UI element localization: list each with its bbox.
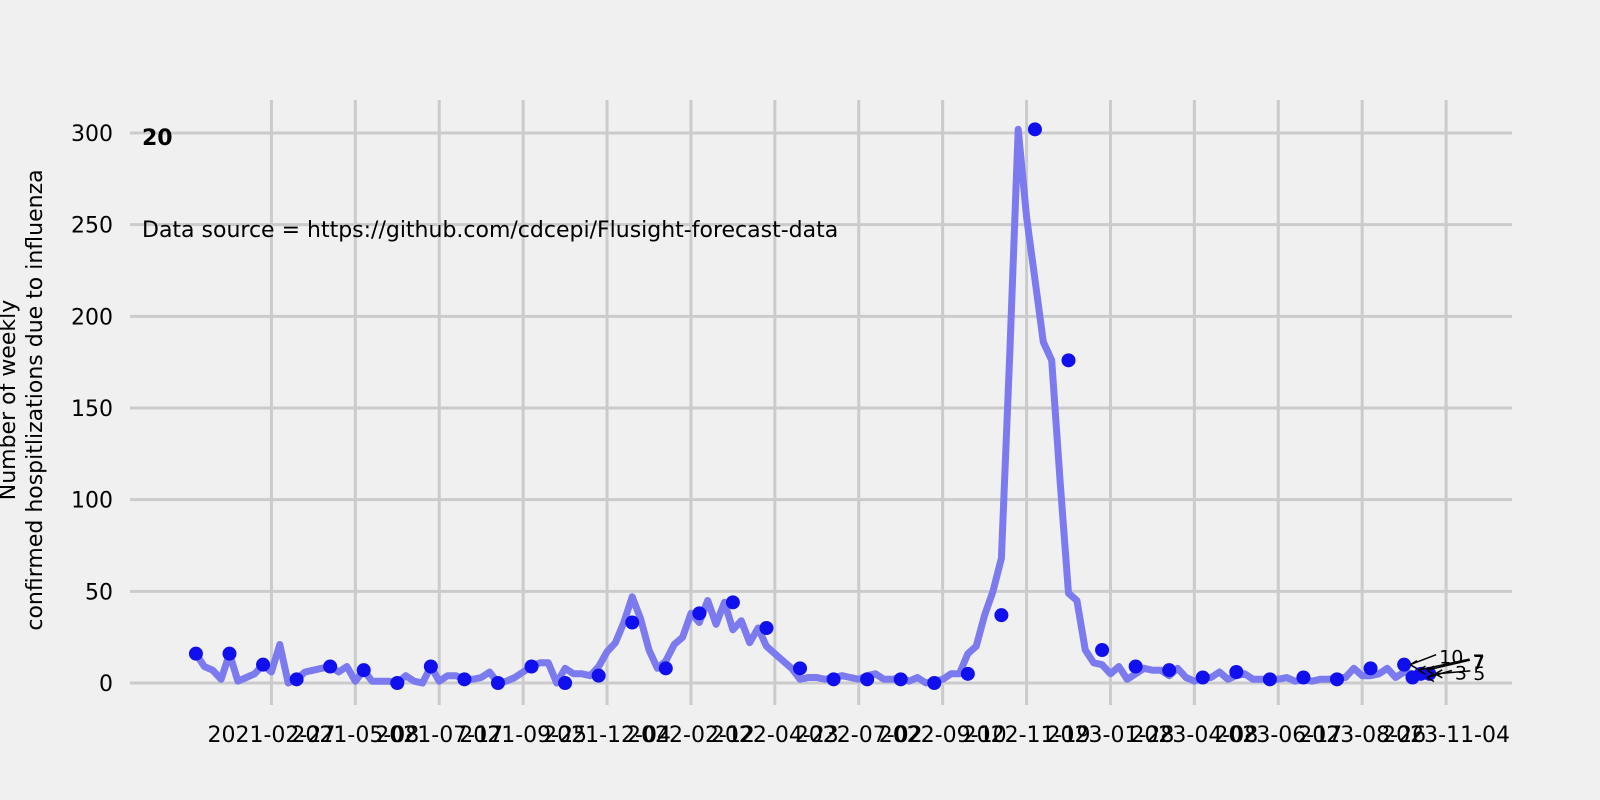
data-point (356, 663, 371, 678)
point-label-arrow (1418, 658, 1470, 671)
data-point (323, 659, 338, 674)
data-point (558, 676, 573, 690)
x-tick-label: 2021-12-04 (543, 723, 671, 748)
point-label-arrowhead (1426, 672, 1435, 683)
data-point (1296, 670, 1311, 685)
data-point (423, 659, 438, 674)
x-tick-label: 2023-01-28 (1047, 723, 1175, 748)
data-point (793, 661, 808, 676)
x-tick-label: 2022-11-19 (963, 723, 1091, 748)
x-tick-label: 2022-07-02 (795, 723, 923, 748)
x-tick-label: 2023-11-04 (1382, 723, 1510, 748)
y-tick-label: 0 (99, 672, 113, 697)
point-label: 5 (1473, 663, 1485, 685)
data-point (994, 608, 1009, 623)
data-point (188, 646, 203, 661)
x-tick-label: 2023-04-08 (1130, 723, 1258, 748)
data-point (289, 672, 304, 687)
data-point (960, 666, 975, 681)
data-point (1195, 670, 1210, 685)
point-label: 7 (1473, 651, 1485, 673)
data-point (490, 676, 505, 690)
x-tick-label: 2021-07-17 (375, 723, 503, 748)
data-point (1397, 657, 1412, 672)
y-tick-label: 100 (71, 489, 113, 514)
x-tick-label: 2021-09-25 (459, 723, 587, 748)
data-point (893, 672, 908, 687)
data-source-annotation: Data source = https://github.com/cdcepi/… (142, 218, 838, 243)
data-point (625, 615, 640, 630)
data-point (692, 606, 707, 621)
point-label-arrowhead (1418, 665, 1426, 675)
data-point (1061, 353, 1076, 368)
data-point (725, 595, 740, 610)
data-point (759, 621, 774, 635)
data-point (1229, 665, 1244, 679)
y-tick-label: 300 (71, 122, 113, 147)
x-tick-label: 2022-09-10 (879, 723, 1007, 748)
y-tick-label: 150 (71, 397, 113, 422)
x-axis-ticks: 2021-02-272021-05-082021-07-172021-09-25… (208, 723, 1510, 748)
data-point (1363, 661, 1378, 676)
y-axis-label-line-2: confirmed hospitlizations due to influen… (23, 169, 48, 630)
point-label-arrow (1426, 669, 1453, 679)
data-point (591, 668, 606, 683)
panel-id: 20 (142, 126, 173, 151)
data-point (826, 672, 841, 687)
y-tick-label: 250 (71, 214, 113, 239)
x-tick-label: 2021-05-08 (291, 723, 419, 748)
point-label-arrow (1426, 659, 1471, 671)
x-tick-label: 2023-06-17 (1214, 723, 1342, 748)
data-point (457, 672, 472, 687)
data-point (1162, 663, 1177, 678)
x-tick-label: 2022-04-23 (711, 723, 839, 748)
data-point (927, 676, 942, 690)
y-axis-label-line-1: Number of weekly (0, 300, 21, 501)
data-point (658, 661, 673, 676)
data-point (860, 672, 875, 687)
point-label: 7 (1473, 652, 1485, 674)
data-point (1027, 122, 1042, 137)
point-label: 3 (1455, 663, 1467, 685)
grid (130, 100, 1512, 705)
x-tick-label: 2022-02-12 (627, 723, 755, 748)
data-point (1422, 666, 1437, 681)
data-point (1330, 672, 1345, 687)
data-point (1128, 659, 1143, 674)
data-point (1095, 643, 1110, 657)
markers-group (188, 122, 1437, 690)
data-point (256, 657, 271, 672)
data-point (1262, 672, 1277, 687)
data-point (390, 676, 405, 690)
data-point (524, 659, 539, 674)
y-tick-label: 200 (71, 305, 113, 330)
data-point (222, 646, 237, 661)
point-label-arrowhead (1409, 660, 1418, 670)
x-tick-label: 2021-02-27 (208, 723, 336, 748)
y-axis-ticks: 0 50 100 150 200 250 300 (71, 122, 113, 697)
x-tick-label: 2023-08-26 (1298, 723, 1426, 748)
y-tick-label: 50 (85, 580, 113, 605)
